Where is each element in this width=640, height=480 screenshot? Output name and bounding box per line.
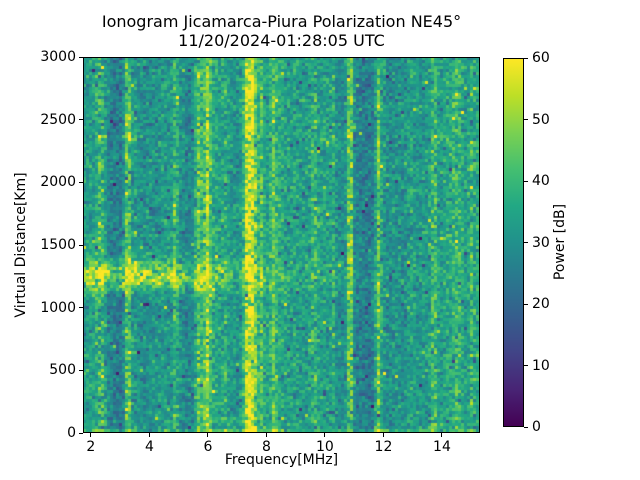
x-tick-label: 6: [203, 439, 213, 455]
title-block: Ionogram Jicamarca-Piura Polarization NE…: [83, 12, 480, 50]
colorbar-tick-mark: [524, 242, 528, 243]
y-tick-label: 500: [49, 362, 76, 379]
colorbar-tick-label: 0: [532, 419, 541, 435]
y-tick-mark: [79, 56, 83, 58]
x-tick-label: 14: [433, 439, 451, 455]
x-tick-mark: [265, 433, 267, 437]
x-tick-label: 8: [261, 439, 271, 455]
colorbar-tick-mark: [524, 365, 528, 366]
colorbar-tick-label: 20: [532, 296, 550, 312]
colorbar-gradient: [503, 58, 524, 427]
y-tick-mark: [79, 369, 83, 371]
chart-subtitle: 11/20/2024-01:28:05 UTC: [178, 31, 385, 50]
colorbar-tick-mark: [524, 119, 528, 120]
x-tick-label: 2: [86, 439, 96, 455]
y-tick-mark: [79, 244, 83, 246]
x-tick-label: 10: [316, 439, 334, 455]
colorbar-tick-mark: [524, 180, 528, 182]
colorbar-tick-mark: [524, 426, 528, 428]
x-tick-mark: [324, 433, 326, 437]
x-tick-mark: [90, 433, 92, 437]
y-tick-label: 0: [67, 425, 76, 441]
y-tick-label: 2000: [40, 174, 76, 191]
colorbar-tick-mark: [524, 303, 528, 305]
colorbar-tick-label: 40: [532, 173, 550, 189]
x-tick-label: 12: [374, 439, 393, 455]
x-tick-mark: [441, 433, 443, 437]
y-tick-label: 1000: [40, 299, 76, 316]
y-tick-mark: [79, 307, 83, 309]
chart-title: Ionogram Jicamarca-Piura Polarization NE…: [101, 12, 462, 31]
x-tick-label: 4: [144, 439, 154, 455]
colorbar-tick-label: 30: [532, 234, 550, 251]
y-tick-mark: [79, 119, 83, 121]
x-tick-mark: [207, 433, 209, 437]
x-tick-mark: [148, 433, 150, 437]
y-tick-label: 1500: [40, 237, 76, 253]
colorbar-tick-mark: [524, 57, 528, 59]
y-tick-mark: [79, 432, 83, 434]
colorbar-tick-label: 60: [532, 50, 550, 66]
colorbar-tick-label: 50: [532, 111, 550, 128]
y-tick-label: 2500: [40, 111, 76, 128]
y-axis-label: Virtual Distance[Km]: [13, 172, 29, 318]
y-tick-mark: [79, 181, 83, 183]
colorbar-label: Power [dB]: [552, 203, 568, 281]
x-tick-mark: [382, 433, 384, 437]
ionogram-heatmap: [83, 57, 480, 433]
x-axis-label: Frequency[MHz]: [224, 452, 339, 468]
colorbar-tick-label: 10: [532, 357, 550, 374]
y-tick-label: 3000: [40, 49, 76, 65]
